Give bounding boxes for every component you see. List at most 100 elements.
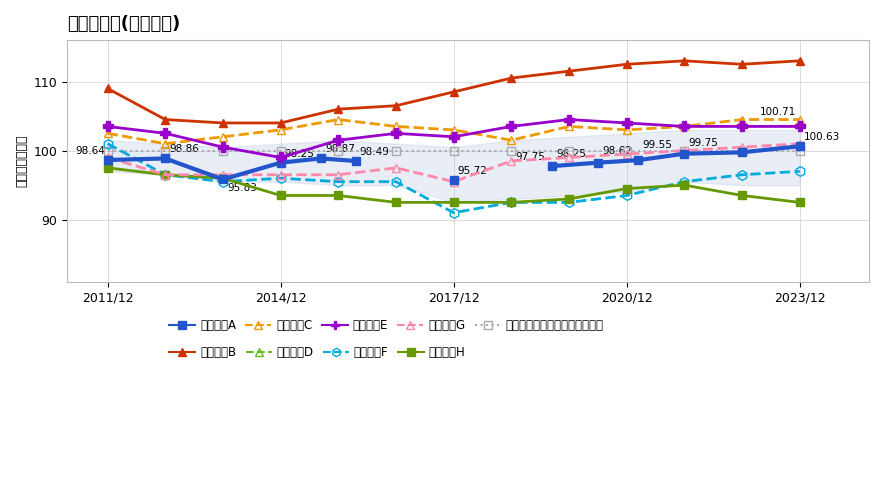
対象会社A: [350, 158, 361, 164]
東証プライムスタンダード市場: [217, 148, 228, 154]
Line: 比較会社E: 比較会社E: [103, 115, 804, 163]
Text: 100.71: 100.71: [759, 107, 796, 117]
比較会社C: [217, 134, 228, 140]
東証プライムスタンダード市場: [448, 148, 459, 154]
比較会社B: [506, 75, 516, 81]
比較会社F: [391, 179, 401, 185]
比較会社H: [679, 182, 690, 188]
東証プライムスタンダード市場: [160, 148, 171, 154]
比較会社F: [160, 172, 171, 178]
比較会社G: [217, 172, 228, 178]
比較会社E: [103, 123, 113, 129]
比較会社E: [736, 123, 747, 129]
比較会社B: [621, 61, 632, 67]
比較会社G: [275, 172, 286, 178]
比較会社C: [679, 123, 690, 129]
対象会社A: [103, 157, 113, 163]
東証プライムスタンダード市場: [564, 148, 575, 154]
比較会社G: [621, 151, 632, 157]
比較会社E: [621, 120, 632, 126]
比較会社E: [160, 130, 171, 136]
比較会社F: [621, 192, 632, 198]
比較会社F: [736, 172, 747, 178]
比較会社H: [160, 172, 171, 178]
比較会社G: [448, 179, 459, 185]
Text: 時系列推移(働きがい): 時系列推移(働きがい): [67, 15, 180, 33]
比較会社B: [795, 58, 805, 64]
比較会社H: [333, 192, 344, 198]
対象会社A: [160, 156, 171, 162]
Text: 95.72: 95.72: [458, 166, 488, 176]
比較会社B: [103, 85, 113, 91]
比較会社C: [736, 116, 747, 122]
Text: 98.86: 98.86: [170, 144, 199, 154]
比較会社F: [275, 175, 286, 181]
Text: 97.75: 97.75: [515, 152, 545, 162]
Text: 98.87: 98.87: [325, 144, 355, 154]
比較会社C: [506, 137, 516, 143]
比較会社H: [795, 199, 805, 205]
比較会社B: [564, 68, 575, 74]
比較会社E: [217, 144, 228, 150]
Legend: 比較会社B, 比較会社D, 比較会社F, 比較会社H: 比較会社B, 比較会社D, 比較会社F, 比較会社H: [169, 346, 465, 359]
比較会社H: [103, 165, 113, 171]
Text: 98.25: 98.25: [285, 149, 315, 159]
対象会社A: [217, 176, 228, 182]
比較会社H: [564, 196, 575, 202]
比較会社F: [333, 179, 344, 185]
東証プライムスタンダード市場: [679, 148, 690, 154]
Line: 比較会社F: 比較会社F: [103, 139, 804, 218]
Text: 98.49: 98.49: [360, 147, 390, 157]
比較会社B: [679, 58, 690, 64]
Text: 98.62: 98.62: [602, 146, 632, 156]
比較会社C: [448, 127, 459, 133]
Text: 98.25: 98.25: [556, 149, 586, 159]
比較会社H: [506, 199, 516, 205]
比較会社G: [160, 172, 171, 178]
比較会社F: [217, 179, 228, 185]
比較会社B: [391, 103, 401, 109]
比較会社E: [795, 123, 805, 129]
東証プライムスタンダード市場: [391, 148, 401, 154]
比較会社C: [103, 130, 113, 136]
Text: 95.83: 95.83: [227, 183, 257, 193]
東証プライムスタンダード市場: [795, 148, 805, 154]
東証プライムスタンダード市場: [621, 148, 632, 154]
比較会社G: [103, 155, 113, 161]
比較会社F: [103, 141, 113, 147]
比較会社C: [160, 141, 171, 147]
比較会社G: [795, 141, 805, 147]
比較会社E: [506, 123, 516, 129]
比較会社E: [333, 137, 344, 143]
Line: 比較会社G: 比較会社G: [103, 140, 804, 186]
Y-axis label: 働きがいスコア: 働きがいスコア: [15, 135, 28, 187]
対象会社A: [316, 156, 326, 162]
比較会社G: [391, 165, 401, 171]
対象会社A: [275, 160, 286, 166]
比較会社F: [679, 179, 690, 185]
比較会社F: [795, 168, 805, 174]
比較会社F: [564, 199, 575, 205]
比較会社H: [736, 192, 747, 198]
比較会社G: [506, 158, 516, 164]
比較会社G: [564, 155, 575, 161]
Line: 比較会社H: 比較会社H: [103, 164, 804, 207]
東証プライムスタンダード市場: [103, 148, 113, 154]
比較会社C: [564, 123, 575, 129]
比較会社G: [333, 172, 344, 178]
東証プライムスタンダード市場: [333, 148, 344, 154]
比較会社H: [391, 199, 401, 205]
比較会社F: [506, 199, 516, 205]
比較会社G: [679, 148, 690, 154]
Text: 100.63: 100.63: [804, 132, 840, 142]
比較会社H: [621, 185, 632, 191]
比較会社C: [795, 116, 805, 122]
東証プライムスタンダード市場: [275, 148, 286, 154]
比較会社B: [275, 120, 286, 126]
比較会社B: [448, 89, 459, 95]
Line: 比較会社B: 比較会社B: [103, 57, 804, 127]
比較会社E: [448, 134, 459, 140]
東証プライムスタンダード市場: [506, 148, 516, 154]
比較会社H: [217, 175, 228, 181]
比較会社G: [736, 144, 747, 150]
